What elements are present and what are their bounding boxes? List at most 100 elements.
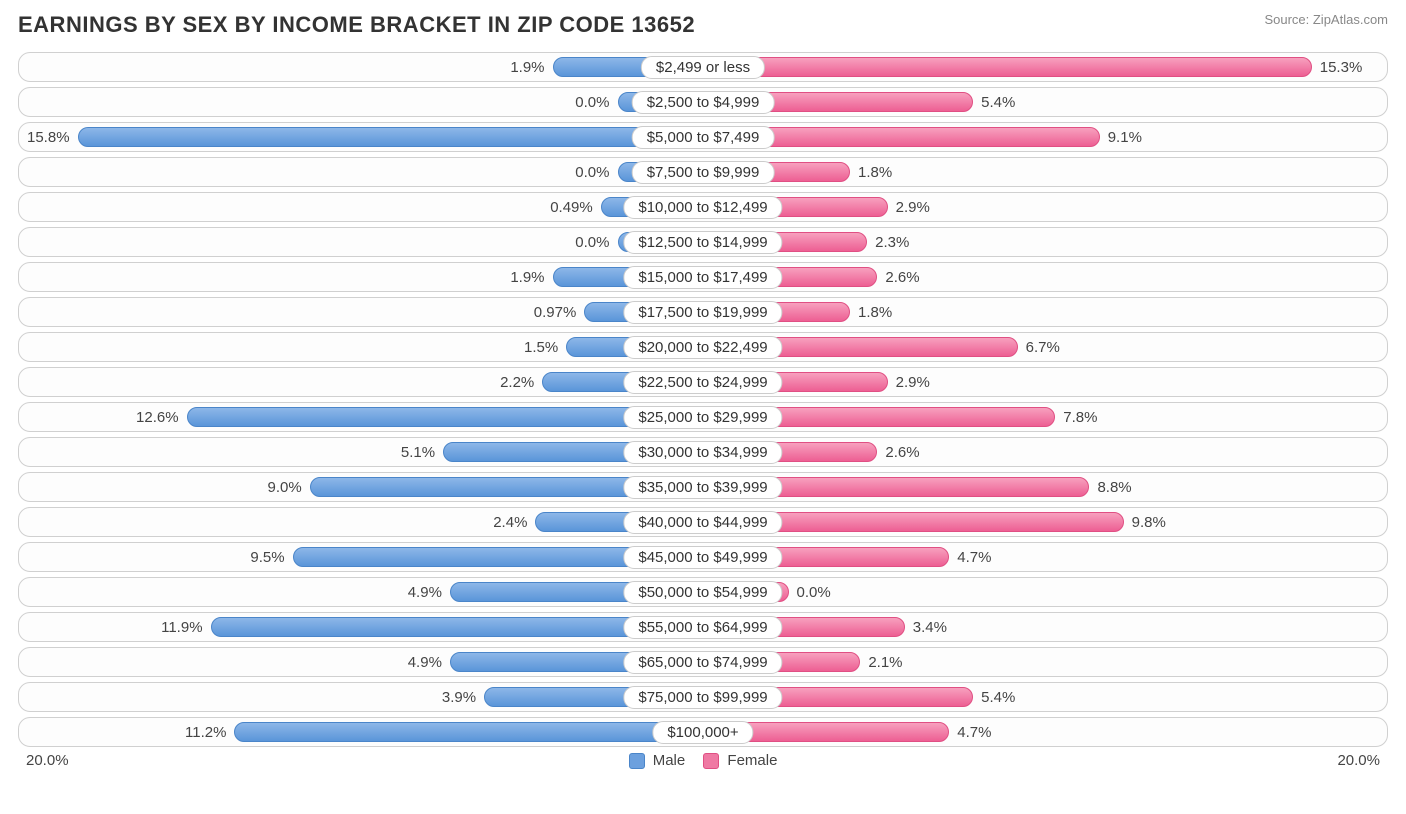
female-pct-label: 2.3%: [867, 234, 917, 251]
female-pct-label: 1.8%: [850, 304, 900, 321]
male-pct-label: 15.8%: [19, 129, 78, 146]
female-side: 3.4%: [703, 613, 1387, 641]
female-pct-label: 5.4%: [973, 689, 1023, 706]
female-pct-label: 2.9%: [888, 199, 938, 216]
female-pct-label: 4.7%: [949, 724, 999, 741]
male-side: 1.5%: [19, 333, 703, 361]
female-pct-label: 15.3%: [1312, 59, 1371, 76]
category-pill: $5,000 to $7,499: [632, 126, 775, 149]
chart-row: 4.9%2.1%$65,000 to $74,999: [18, 647, 1388, 677]
female-bar: [703, 57, 1312, 77]
chart-title: EARNINGS BY SEX BY INCOME BRACKET IN ZIP…: [18, 12, 695, 38]
female-pct-label: 0.0%: [789, 584, 839, 601]
female-pct-label: 7.8%: [1055, 409, 1105, 426]
male-bar: [78, 127, 703, 147]
chart-footer: 20.0% Male Female 20.0%: [18, 752, 1388, 769]
male-pct-label: 4.9%: [400, 654, 450, 671]
legend-item-female: Female: [703, 752, 777, 769]
male-pct-label: 9.0%: [260, 479, 310, 496]
chart-row: 11.2%4.7%$100,000+: [18, 717, 1388, 747]
female-pct-label: 2.9%: [888, 374, 938, 391]
category-pill: $45,000 to $49,999: [623, 546, 782, 569]
male-side: 3.9%: [19, 683, 703, 711]
male-pct-label: 0.97%: [526, 304, 585, 321]
female-side: 15.3%: [703, 53, 1387, 81]
female-side: 2.9%: [703, 368, 1387, 396]
male-pct-label: 1.5%: [516, 339, 566, 356]
female-side: 1.8%: [703, 298, 1387, 326]
category-pill: $25,000 to $29,999: [623, 406, 782, 429]
chart-row: 3.9% 5.4% $75,000 to $99,999: [18, 682, 1388, 712]
male-pct-label: 1.9%: [502, 59, 552, 76]
female-side: 2.3%: [703, 228, 1387, 256]
male-side: 9.5%: [19, 543, 703, 571]
chart-row: 0.97% 1.8% $17,500 to $19,999: [18, 297, 1388, 327]
category-pill: $2,500 to $4,999: [632, 91, 775, 114]
male-side: 11.2%: [19, 718, 703, 746]
diverging-bar-chart: 1.9%15.3%$2,499 or less0.0%5.4%$2,500 to…: [18, 52, 1388, 747]
category-pill: $50,000 to $54,999: [623, 581, 782, 604]
female-pct-label: 2.6%: [877, 444, 927, 461]
male-side: 0.0%: [19, 158, 703, 186]
male-side: 1.9%: [19, 53, 703, 81]
male-bar: [234, 722, 703, 742]
category-pill: $17,500 to $19,999: [623, 301, 782, 324]
female-pct-label: 1.8%: [850, 164, 900, 181]
male-pct-label: 1.9%: [502, 269, 552, 286]
male-pct-label: 3.9%: [434, 689, 484, 706]
male-side: 0.0%: [19, 88, 703, 116]
axis-max-right: 20.0%: [1329, 752, 1388, 769]
chart-row: 5.1%2.6%$30,000 to $34,999: [18, 437, 1388, 467]
male-side: 12.6%: [19, 403, 703, 431]
chart-row: 2.2% 2.9% $22,500 to $24,999: [18, 367, 1388, 397]
female-swatch-icon: [703, 753, 719, 769]
male-side: 2.2%: [19, 368, 703, 396]
female-pct-label: 9.1%: [1100, 129, 1150, 146]
male-side: 1.9%: [19, 263, 703, 291]
female-side: 8.8%: [703, 473, 1387, 501]
male-pct-label: 11.9%: [153, 619, 210, 636]
male-pct-label: 5.1%: [393, 444, 443, 461]
female-side: 2.9%: [703, 193, 1387, 221]
female-side: 5.4%: [703, 88, 1387, 116]
chart-row: 0.0%2.3%$12,500 to $14,999: [18, 227, 1388, 257]
male-pct-label: 11.2%: [177, 724, 234, 741]
male-pct-label: 9.5%: [242, 549, 292, 566]
chart-row: 9.0%8.8%$35,000 to $39,999: [18, 472, 1388, 502]
female-side: 4.7%: [703, 543, 1387, 571]
chart-row: 15.8% 9.1% $5,000 to $7,499: [18, 122, 1388, 152]
male-pct-label: 0.0%: [567, 234, 617, 251]
chart-row: 0.49%2.9%$10,000 to $12,499: [18, 192, 1388, 222]
category-pill: $2,499 or less: [641, 56, 765, 79]
axis-max-left: 20.0%: [18, 752, 77, 769]
female-side: 7.8%: [703, 403, 1387, 431]
category-pill: $40,000 to $44,999: [623, 511, 782, 534]
male-side: 11.9%: [19, 613, 703, 641]
category-pill: $75,000 to $99,999: [623, 686, 782, 709]
chart-row: 2.4%9.8%$40,000 to $44,999: [18, 507, 1388, 537]
female-side: 6.7%: [703, 333, 1387, 361]
chart-row: 0.0% 1.8% $7,500 to $9,999: [18, 157, 1388, 187]
female-pct-label: 6.7%: [1018, 339, 1068, 356]
legend-male-label: Male: [653, 752, 686, 769]
chart-row: 1.9% 2.6%$15,000 to $17,499: [18, 262, 1388, 292]
category-pill: $22,500 to $24,999: [623, 371, 782, 394]
female-side: 4.7%: [703, 718, 1387, 746]
chart-legend: Male Female: [629, 752, 778, 769]
female-pct-label: 3.4%: [905, 619, 955, 636]
legend-item-male: Male: [629, 752, 686, 769]
female-side: 2.6%: [703, 263, 1387, 291]
male-pct-label: 0.0%: [567, 164, 617, 181]
category-pill: $15,000 to $17,499: [623, 266, 782, 289]
chart-row: 11.9% 3.4% $55,000 to $64,999: [18, 612, 1388, 642]
male-pct-label: 0.0%: [567, 94, 617, 111]
category-pill: $7,500 to $9,999: [632, 161, 775, 184]
chart-row: 1.9% 15.3% $2,499 or less: [18, 52, 1388, 82]
female-side: 2.1%: [703, 648, 1387, 676]
category-pill: $55,000 to $64,999: [623, 616, 782, 639]
chart-row: 4.9%0.0%$50,000 to $54,999: [18, 577, 1388, 607]
female-side: 0.0%: [703, 578, 1387, 606]
male-pct-label: 2.2%: [492, 374, 542, 391]
female-side: 9.8%: [703, 508, 1387, 536]
legend-female-label: Female: [727, 752, 777, 769]
